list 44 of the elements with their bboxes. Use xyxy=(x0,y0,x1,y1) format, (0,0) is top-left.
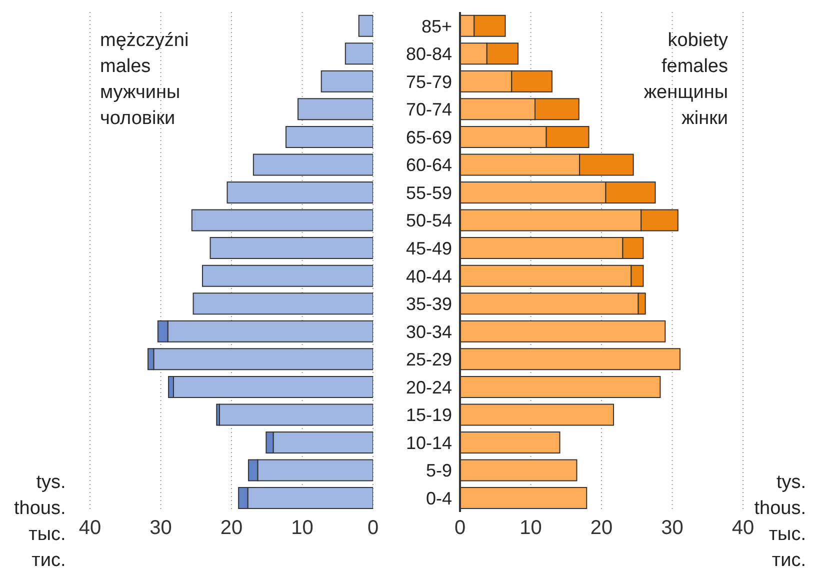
x-tick-label: 20 xyxy=(220,517,243,540)
y-tick-label: 45-49 xyxy=(406,238,452,258)
text: mężczyźni males мужчины чоловіки xyxy=(100,29,189,131)
bar xyxy=(320,70,373,92)
y-tick-label: 5-9 xyxy=(426,460,452,481)
x-tick-label: 0 xyxy=(367,517,379,540)
bar xyxy=(218,404,373,426)
x-tick-label: 10 xyxy=(291,517,314,540)
x-tick-label: 30 xyxy=(150,517,172,540)
bar xyxy=(226,182,373,204)
x-tick-label: 0 xyxy=(454,517,466,540)
y-tick-label: 55-59 xyxy=(406,182,452,203)
y-tick-label: 75-79 xyxy=(406,72,452,92)
bar xyxy=(192,292,373,315)
y-tick-label: 30-34 xyxy=(406,322,452,342)
bar xyxy=(344,42,373,65)
x-tick-label: 30 xyxy=(661,517,684,540)
bar xyxy=(358,14,373,37)
y-tick-label: 70-74 xyxy=(406,100,452,120)
bar xyxy=(191,209,373,232)
text: kobiety females женщины жінки xyxy=(644,29,728,131)
x-tick-label: 10 xyxy=(520,517,542,540)
bar xyxy=(285,126,373,148)
y-tick-label: 25-29 xyxy=(406,350,452,370)
x-axis-title: tys. thous. тыс. тис. xyxy=(754,471,806,573)
x-tick-label: 40 xyxy=(78,517,102,540)
y-tick-label: 0-4 xyxy=(426,488,452,508)
y-tick-label: 20-24 xyxy=(406,377,452,398)
y-tick-label: 50-54 xyxy=(406,210,452,231)
y-tick-label: 10-14 xyxy=(406,432,452,453)
bar xyxy=(298,98,373,120)
y-tick-label: 40-44 xyxy=(406,266,452,286)
bar xyxy=(210,237,373,260)
bar xyxy=(252,154,373,176)
y-tick-label: 65-69 xyxy=(406,127,452,148)
y-tick-label: 15-19 xyxy=(406,405,452,426)
x-axis-title: tys. thous. тыс. тис. xyxy=(14,471,66,573)
y-tick-label: 35-39 xyxy=(406,294,452,314)
y-tick-label: 60-64 xyxy=(406,155,452,176)
y-tick-label: 85+ xyxy=(421,16,452,36)
bar xyxy=(202,264,373,287)
x-tick-label: 20 xyxy=(590,517,613,540)
y-tick-label: 80-84 xyxy=(406,44,452,64)
x-tick-label: 40 xyxy=(732,517,754,540)
